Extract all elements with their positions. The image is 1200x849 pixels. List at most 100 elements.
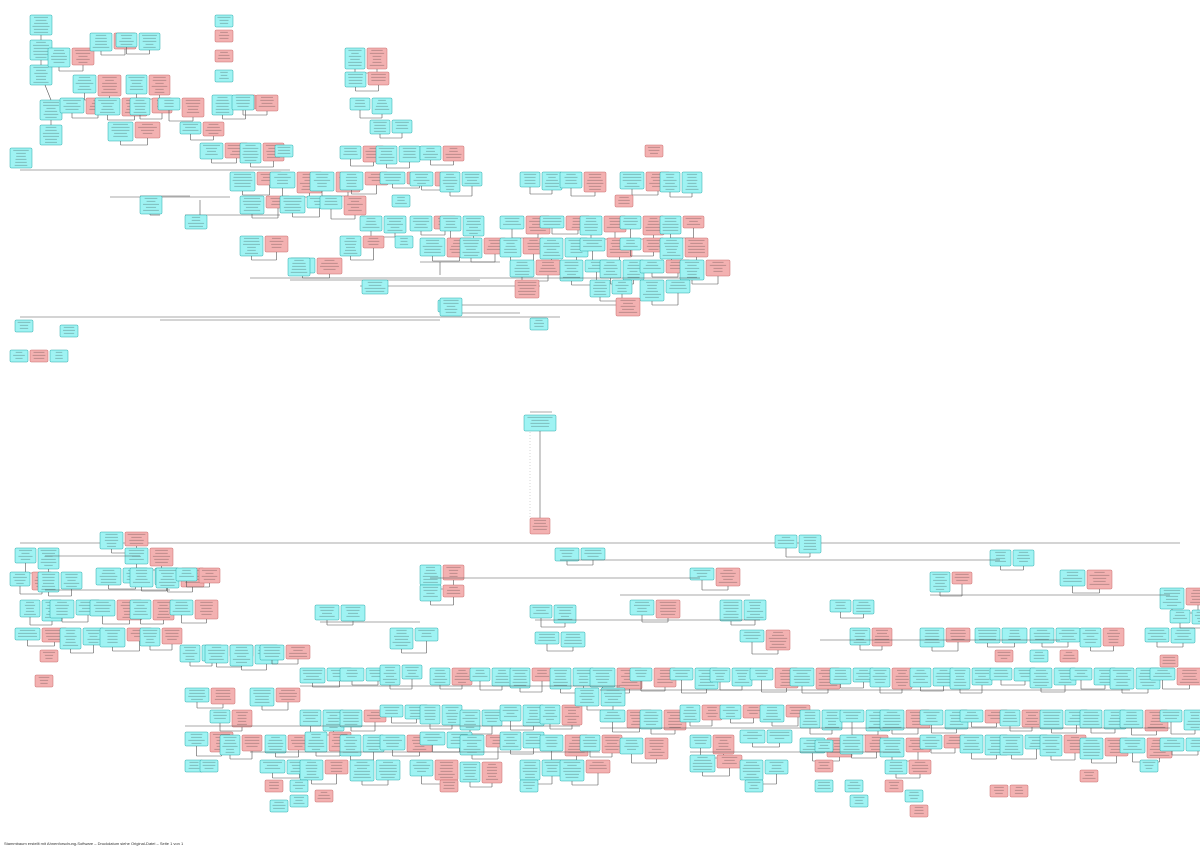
person-box-male[interactable] bbox=[199, 142, 224, 160]
person-box-male[interactable] bbox=[204, 644, 229, 664]
person-box-male[interactable] bbox=[14, 319, 34, 333]
person-box-male[interactable] bbox=[339, 709, 363, 728]
person-box-male[interactable] bbox=[369, 119, 391, 135]
person-box-male[interactable] bbox=[414, 627, 439, 642]
person-box-male[interactable] bbox=[509, 667, 531, 689]
person-box-male[interactable] bbox=[580, 547, 606, 561]
person-box-male[interactable] bbox=[107, 121, 134, 142]
person-box-male[interactable] bbox=[409, 759, 434, 777]
person-box-male[interactable] bbox=[339, 145, 362, 160]
person-box-male[interactable] bbox=[749, 667, 774, 681]
person-box-male[interactable] bbox=[523, 414, 557, 432]
person-box-male[interactable] bbox=[579, 734, 601, 752]
person-box-female[interactable] bbox=[908, 759, 932, 775]
person-box-male[interactable] bbox=[362, 734, 385, 753]
person-box-male[interactable] bbox=[539, 237, 564, 260]
person-box-male[interactable] bbox=[499, 704, 522, 722]
person-box-male[interactable] bbox=[929, 571, 951, 593]
person-box-male[interactable] bbox=[689, 734, 712, 749]
person-box-male[interactable] bbox=[169, 599, 194, 616]
person-box-female[interactable] bbox=[161, 627, 183, 645]
person-box-male[interactable] bbox=[304, 731, 328, 753]
person-box-female[interactable] bbox=[535, 259, 561, 276]
person-box-male[interactable] bbox=[9, 349, 29, 363]
person-box-male[interactable] bbox=[391, 194, 411, 208]
person-box-male[interactable] bbox=[999, 709, 1021, 727]
person-box-male[interactable] bbox=[49, 349, 69, 363]
person-box-male[interactable] bbox=[665, 279, 691, 294]
person-box-female[interactable] bbox=[434, 759, 459, 781]
person-box-male[interactable] bbox=[379, 171, 406, 185]
person-box-male[interactable] bbox=[814, 739, 834, 753]
person-box-female[interactable] bbox=[442, 584, 465, 598]
person-box-male[interactable] bbox=[371, 97, 393, 115]
person-box-male[interactable] bbox=[259, 759, 286, 774]
person-box-female[interactable] bbox=[884, 779, 904, 793]
person-box-male[interactable] bbox=[209, 709, 231, 724]
person-box-male[interactable] bbox=[619, 237, 642, 251]
person-box-male[interactable] bbox=[239, 235, 264, 257]
person-box-male[interactable] bbox=[299, 667, 326, 684]
person-box-male[interactable] bbox=[89, 32, 113, 52]
person-box-male[interactable] bbox=[639, 709, 663, 730]
person-box-male[interactable] bbox=[239, 142, 262, 164]
person-box-male[interactable] bbox=[274, 144, 294, 158]
person-box-male[interactable] bbox=[949, 667, 971, 690]
person-box-male[interactable] bbox=[499, 237, 522, 258]
person-box-male[interactable] bbox=[339, 734, 362, 757]
person-box-male[interactable] bbox=[572, 667, 595, 687]
person-box-female[interactable] bbox=[716, 754, 743, 769]
person-box-female[interactable] bbox=[214, 49, 234, 63]
person-box-male[interactable] bbox=[155, 567, 180, 589]
person-box-male[interactable] bbox=[115, 32, 138, 48]
person-box-male[interactable] bbox=[559, 259, 584, 282]
person-box-male[interactable] bbox=[852, 599, 875, 615]
person-box-male[interactable] bbox=[184, 214, 208, 230]
person-box-male[interactable] bbox=[469, 667, 491, 682]
person-box-male[interactable] bbox=[269, 799, 289, 813]
person-box-female[interactable] bbox=[531, 667, 553, 682]
person-box-male[interactable] bbox=[814, 779, 834, 793]
person-box-male[interactable] bbox=[1029, 627, 1055, 644]
person-box-male[interactable] bbox=[743, 599, 767, 621]
person-box-male[interactable] bbox=[679, 259, 705, 281]
person-box-female[interactable] bbox=[1185, 587, 1200, 606]
person-box-female[interactable] bbox=[439, 779, 459, 793]
person-box-male[interactable] bbox=[739, 729, 766, 744]
person-box-male[interactable] bbox=[37, 571, 60, 593]
person-box-male[interactable] bbox=[844, 779, 864, 793]
person-box-male[interactable] bbox=[1109, 667, 1135, 690]
person-box-male[interactable] bbox=[669, 667, 694, 681]
person-box-male[interactable] bbox=[600, 687, 626, 707]
person-box-male[interactable] bbox=[289, 794, 309, 808]
person-box-male[interactable] bbox=[529, 604, 553, 619]
person-box-male[interactable] bbox=[541, 171, 563, 191]
person-box-male[interactable] bbox=[184, 731, 209, 747]
person-box-male[interactable] bbox=[959, 734, 984, 754]
person-box-male[interactable] bbox=[559, 171, 583, 189]
person-box-male[interactable] bbox=[739, 759, 764, 781]
person-box-male[interactable] bbox=[459, 761, 481, 783]
person-box-male[interactable] bbox=[719, 704, 742, 720]
person-box-male[interactable] bbox=[29, 64, 53, 86]
person-box-female[interactable] bbox=[231, 709, 253, 728]
person-box-male[interactable] bbox=[1059, 569, 1086, 587]
person-box-male[interactable] bbox=[764, 759, 789, 775]
person-box-male[interactable] bbox=[559, 759, 585, 782]
person-box-male[interactable] bbox=[289, 779, 309, 793]
person-box-male[interactable] bbox=[849, 627, 871, 646]
person-box-male[interactable] bbox=[1012, 549, 1035, 567]
person-box-female[interactable] bbox=[909, 804, 929, 818]
person-box-male[interactable] bbox=[679, 704, 701, 723]
person-box-male[interactable] bbox=[1159, 709, 1183, 723]
person-box-male[interactable] bbox=[299, 709, 322, 727]
person-box-female[interactable] bbox=[871, 627, 893, 647]
person-box-female[interactable] bbox=[241, 734, 263, 752]
person-box-female[interactable] bbox=[601, 734, 623, 754]
person-box-male[interactable] bbox=[1191, 609, 1200, 625]
person-box-male[interactable] bbox=[59, 627, 82, 650]
person-box-male[interactable] bbox=[340, 604, 366, 622]
person-box-male[interactable] bbox=[249, 687, 275, 707]
person-box-male[interactable] bbox=[829, 667, 852, 685]
person-box-male[interactable] bbox=[534, 631, 560, 645]
